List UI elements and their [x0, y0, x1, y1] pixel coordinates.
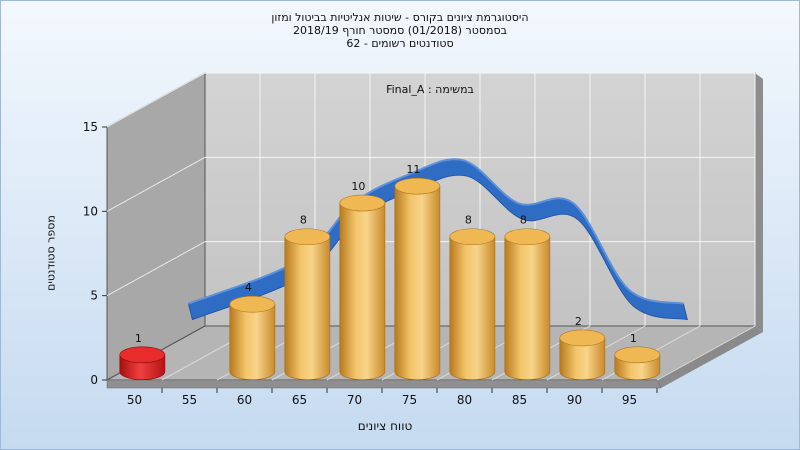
bar-cap	[339, 194, 386, 212]
gridline-side	[106, 241, 206, 297]
back-wall-edge	[755, 73, 763, 332]
bar: 8	[449, 214, 496, 380]
x-tick-label: 50	[127, 393, 142, 407]
bar: 8	[284, 214, 331, 380]
bar: 11	[394, 163, 441, 380]
bar-cap	[559, 329, 606, 347]
y-tick-label: 5	[90, 289, 98, 303]
bar-cap	[119, 346, 166, 364]
gridline-side	[106, 156, 206, 212]
bar: 8	[504, 214, 551, 380]
bar: 4	[229, 281, 276, 380]
chart-title-line-1: היסטוגרמת ציונים בקורס - שיטות אנליטיות …	[271, 11, 529, 24]
chart-title-line-3: סטודנטים רשומים - 62	[346, 37, 454, 50]
bar-body	[284, 236, 331, 380]
bar-body	[339, 202, 386, 380]
bar: 1	[614, 332, 661, 380]
y-tick-label: 15	[83, 120, 98, 134]
x-tick-label: 65	[292, 393, 307, 407]
bar-value-label: 11	[406, 163, 420, 176]
chart-title: היסטוגרמת ציונים בקורס - שיטות אנליטיות …	[0, 11, 800, 50]
gridline-floor	[656, 325, 756, 381]
y-axis-label: מספר סטודנטים	[44, 215, 58, 291]
bar-body	[449, 236, 496, 380]
x-tick-label: 70	[347, 393, 362, 407]
bar-cap	[394, 177, 441, 195]
chart-title-line-2: בסמסטר (01/2018) סמסטר חורף 2018/19	[293, 24, 507, 37]
bar-cap	[614, 346, 661, 364]
bar-value-label: 8	[520, 214, 527, 227]
x-tick-label: 60	[237, 393, 252, 407]
bar-cap	[449, 228, 496, 246]
x-tick-label: 55	[182, 393, 197, 407]
y-tick-label: 0	[90, 373, 98, 387]
bar-value-label: 1	[135, 332, 142, 345]
chart-annotation: במשימה : Final_A	[386, 83, 474, 96]
bar-cap	[229, 295, 276, 313]
floor-edge	[657, 326, 763, 388]
x-tick-label: 95	[622, 393, 637, 407]
x-tick-label: 75	[402, 393, 417, 407]
bar-value-label: 8	[300, 214, 307, 227]
bar-value-label: 8	[465, 214, 472, 227]
bar-body	[229, 303, 276, 380]
x-tick-label: 90	[567, 393, 582, 407]
x-tick-label: 80	[457, 393, 472, 407]
bar-cap	[284, 228, 331, 246]
bar-value-label: 1	[630, 332, 637, 345]
x-axis-label: טווח ציונים	[357, 419, 413, 433]
bar: 1	[119, 332, 166, 380]
bar: 10	[339, 180, 386, 380]
bar-cap	[504, 228, 551, 246]
bar: 2	[559, 315, 606, 380]
bar-value-label: 4	[245, 281, 252, 294]
bar-value-label: 10	[351, 180, 365, 193]
bar-body	[504, 236, 551, 380]
gridline-side	[106, 72, 206, 128]
y-tick-label: 10	[83, 204, 98, 218]
bar-body	[394, 185, 441, 380]
x-tick-label: 85	[512, 393, 527, 407]
bar-value-label: 2	[575, 315, 582, 328]
floor-front-edge	[106, 379, 662, 389]
bar-body	[559, 337, 606, 380]
